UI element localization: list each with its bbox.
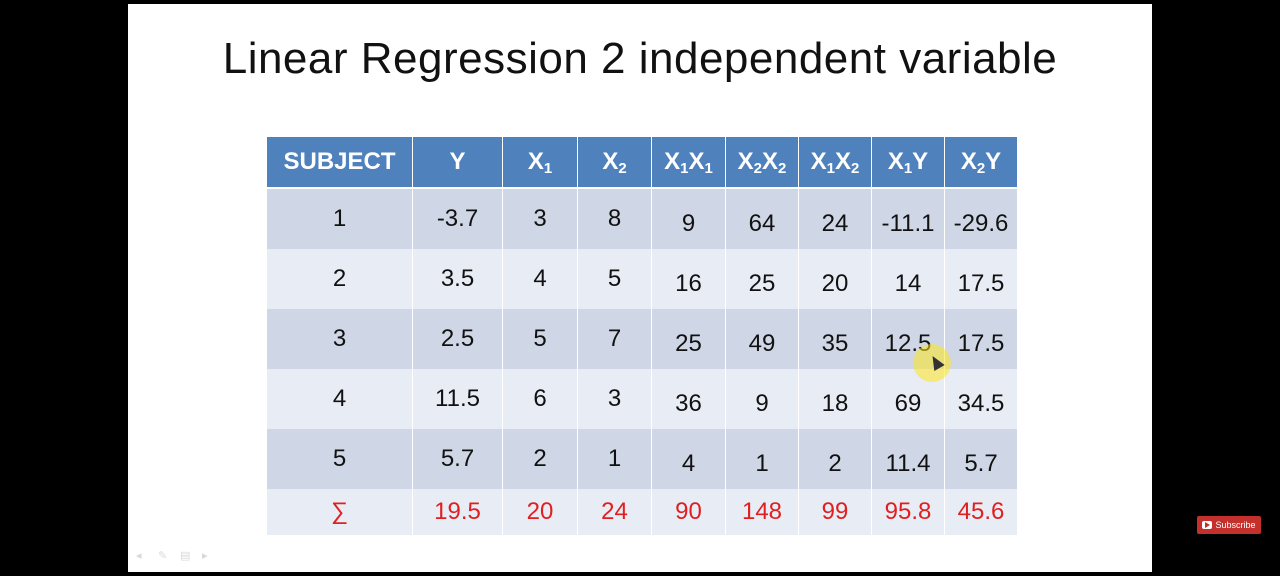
sum-row: ∑ 19.5 20 24 90 148 99 95.8 45.6 (267, 489, 1017, 535)
previous-slide-icon[interactable]: ◂ (136, 550, 142, 562)
subscribe-button[interactable]: Subscribe (1197, 516, 1261, 534)
sum-x2x2: 148 (726, 489, 799, 535)
cell-x1x1: 16 (652, 249, 726, 309)
cell-y: 2.5 (413, 309, 503, 369)
header-x1x1: X1X1 (652, 137, 726, 189)
cell-x1: 5 (503, 309, 578, 369)
cell-x2y: 17.5 (945, 249, 1017, 309)
cell-x2: 5 (578, 249, 652, 309)
cell-x1x1: 36 (652, 369, 726, 429)
table-row: 2 3.5 4 5 16 25 20 14 17.5 (267, 249, 1017, 309)
cell-x1: 2 (503, 429, 578, 489)
cell-x2: 1 (578, 429, 652, 489)
cell-x1y: -11.1 (872, 189, 945, 249)
cell-x2y: 34.5 (945, 369, 1017, 429)
cell-x1y: 12.5 (872, 309, 945, 369)
cell-subject: 1 (267, 189, 413, 249)
header-x1y: X1Y (872, 137, 945, 189)
cell-x2: 3 (578, 369, 652, 429)
sum-symbol: ∑ (267, 489, 413, 535)
cell-y: 11.5 (413, 369, 503, 429)
cell-x2y: -29.6 (945, 189, 1017, 249)
table-row: 1 -3.7 3 8 9 64 24 -11.1 -29.6 (267, 189, 1017, 249)
sum-y: 19.5 (413, 489, 503, 535)
cell-x2x2: 25 (726, 249, 799, 309)
sum-x1x1: 90 (652, 489, 726, 535)
cell-x2x2: 64 (726, 189, 799, 249)
table-header-row: SUBJECT Y X1 X2 X1X1 X2X2 X1X2 X1Y X2Y (267, 137, 1017, 189)
cell-x1x1: 4 (652, 429, 726, 489)
table-row: 5 5.7 2 1 4 1 2 11.4 5.7 (267, 429, 1017, 489)
cell-x1: 4 (503, 249, 578, 309)
header-x1: X1 (503, 137, 578, 189)
cell-x1: 6 (503, 369, 578, 429)
cell-x1x2: 35 (799, 309, 872, 369)
header-x1x2: X1X2 (799, 137, 872, 189)
cell-x2y: 5.7 (945, 429, 1017, 489)
cell-y: 3.5 (413, 249, 503, 309)
cell-x1x2: 20 (799, 249, 872, 309)
sum-x1y: 95.8 (872, 489, 945, 535)
cell-x1x2: 2 (799, 429, 872, 489)
cell-subject: 5 (267, 429, 413, 489)
header-y: Y (413, 137, 503, 189)
table-row: 3 2.5 5 7 25 49 35 12.5 17.5 (267, 309, 1017, 369)
next-slide-icon[interactable]: ▸ (202, 550, 208, 562)
cell-subject: 4 (267, 369, 413, 429)
sum-x1x2: 99 (799, 489, 872, 535)
cell-x1y: 14 (872, 249, 945, 309)
cell-subject: 2 (267, 249, 413, 309)
sum-x1: 20 (503, 489, 578, 535)
cell-x2: 8 (578, 189, 652, 249)
header-x2y: X2Y (945, 137, 1017, 189)
cell-x2x2: 49 (726, 309, 799, 369)
sum-x2: 24 (578, 489, 652, 535)
subscribe-label: Subscribe (1215, 520, 1256, 530)
pen-tool-icon[interactable]: ✎ (158, 550, 168, 562)
header-subject: SUBJECT (267, 137, 413, 189)
sum-x2y: 45.6 (945, 489, 1017, 535)
header-x2x2: X2X2 (726, 137, 799, 189)
slide-menu-icon[interactable]: ▤ (180, 550, 191, 562)
cell-x1: 3 (503, 189, 578, 249)
header-x2: X2 (578, 137, 652, 189)
presentation-slide: Linear Regression 2 independent variable… (128, 4, 1152, 572)
table-row: 4 11.5 6 3 36 9 18 69 34.5 (267, 369, 1017, 429)
cell-y: 5.7 (413, 429, 503, 489)
regression-table: SUBJECT Y X1 X2 X1X1 X2X2 X1X2 X1Y X2Y 1… (267, 137, 1017, 535)
cell-y: -3.7 (413, 189, 503, 249)
cell-x2y: 17.5 (945, 309, 1017, 369)
cell-x2x2: 1 (726, 429, 799, 489)
slide-nav-controls[interactable]: ◂ ✎ ▤ ▸ (136, 550, 216, 562)
youtube-play-icon (1202, 521, 1213, 529)
slide-title: Linear Regression 2 independent variable (222, 34, 1058, 83)
cell-x1x1: 9 (652, 189, 726, 249)
cell-x2: 7 (578, 309, 652, 369)
cell-x1y: 11.4 (872, 429, 945, 489)
cell-subject: 3 (267, 309, 413, 369)
mouse-pointer-highlight-icon (913, 344, 951, 382)
cell-x1x2: 24 (799, 189, 872, 249)
cell-x1x1: 25 (652, 309, 726, 369)
cell-x1x2: 18 (799, 369, 872, 429)
cell-x2x2: 9 (726, 369, 799, 429)
